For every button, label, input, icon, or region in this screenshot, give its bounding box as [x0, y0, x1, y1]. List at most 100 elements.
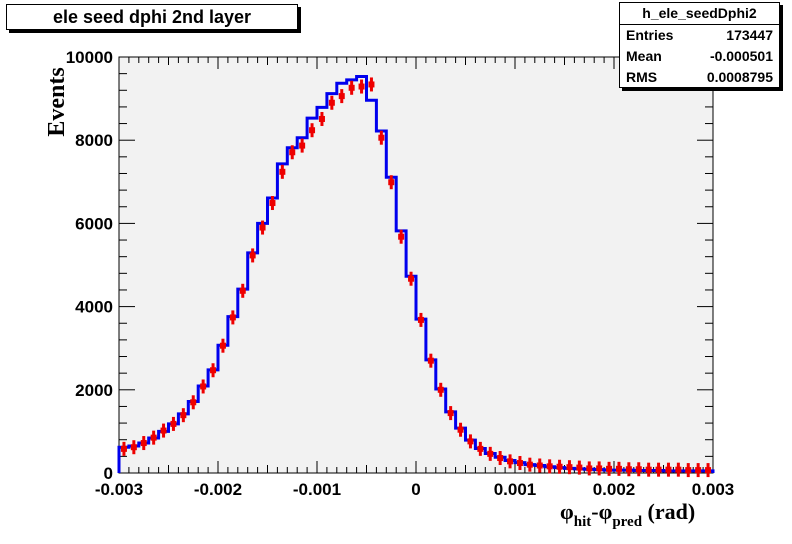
data-point — [219, 338, 226, 353]
data-point-marker — [457, 426, 464, 433]
data-point — [259, 220, 266, 235]
data-point-marker — [566, 464, 573, 471]
x-tick-label: -0.002 — [194, 480, 242, 499]
data-point-marker — [685, 467, 692, 474]
data-point — [140, 436, 147, 451]
data-point — [388, 175, 395, 190]
data-point — [289, 145, 296, 160]
data-point — [408, 271, 415, 286]
data-point-marker — [279, 168, 286, 175]
data-point-marker — [180, 412, 187, 419]
stats-rms-label: RMS — [626, 69, 658, 85]
data-point-marker — [467, 438, 474, 445]
data-point — [299, 138, 306, 153]
data-point-marker — [150, 434, 157, 441]
data-point — [655, 462, 662, 477]
data-point-marker — [130, 444, 137, 451]
data-point-marker — [249, 252, 256, 259]
y-tick-label: 10000 — [66, 48, 113, 67]
data-point — [358, 79, 365, 94]
histogram-step-line — [117, 75, 715, 473]
data-point-marker — [487, 450, 494, 457]
data-point-marker — [190, 399, 197, 406]
data-point-marker — [239, 287, 246, 294]
data-point-marker — [615, 465, 622, 472]
data-point — [705, 463, 712, 478]
stats-entries-value: 173447 — [726, 27, 773, 43]
data-point — [685, 463, 692, 478]
data-point — [695, 463, 702, 478]
data-point — [249, 248, 256, 263]
x-axis-label: φhit-φpred (rad) — [560, 499, 695, 530]
stats-mean-row: Mean -0.000501 — [620, 46, 779, 67]
data-point — [160, 423, 167, 438]
x-tick-label: -0.001 — [293, 480, 341, 499]
data-point — [378, 130, 385, 145]
x-label-unit: (rad) — [642, 499, 695, 524]
data-point-marker — [328, 99, 335, 106]
data-point-marker — [665, 466, 672, 473]
data-point — [328, 95, 335, 110]
stats-rms-value: 0.0008795 — [706, 69, 773, 85]
data-point — [625, 462, 632, 477]
data-point — [309, 123, 316, 138]
data-point-marker — [695, 467, 702, 474]
y-tick-label: 8000 — [75, 131, 113, 150]
data-point — [170, 416, 177, 431]
data-point — [150, 430, 157, 445]
data-point — [229, 310, 236, 325]
data-point — [427, 353, 434, 368]
data-point-marker — [586, 465, 593, 472]
data-point-marker — [318, 115, 325, 122]
y-tick-label: 0 — [104, 464, 113, 483]
y-axis-label: Events — [44, 67, 70, 136]
data-point-marker — [200, 383, 207, 390]
data-point-marker — [398, 233, 405, 240]
data-point — [615, 461, 622, 476]
data-point-marker — [497, 455, 504, 462]
data-point — [467, 434, 474, 449]
data-point-marker — [635, 466, 642, 473]
data-point-marker — [140, 440, 147, 447]
data-point — [180, 408, 187, 423]
data-point — [210, 363, 217, 378]
data-point-marker — [507, 458, 514, 465]
data-point-marker — [417, 316, 424, 323]
x-label-sub-hit: hit — [574, 514, 592, 530]
stats-mean-value: -0.000501 — [709, 48, 773, 64]
data-point — [566, 460, 573, 475]
data-point-marker — [645, 466, 652, 473]
y-tick-label: 4000 — [75, 298, 113, 317]
data-point — [447, 406, 454, 421]
stats-box: h_ele_seedDphi2 Entries 173447 Mean -0.0… — [619, 2, 780, 88]
data-point-marker — [368, 81, 375, 88]
x-tick-label: 0.002 — [593, 480, 636, 499]
data-point-marker — [447, 410, 454, 417]
stats-rms-row: RMS 0.0008795 — [620, 67, 779, 88]
data-point — [437, 382, 444, 397]
data-point-marker — [625, 466, 632, 473]
stats-entries-label: Entries — [626, 27, 674, 43]
data-point-marker — [526, 461, 533, 468]
data-point-marker — [309, 127, 316, 134]
data-point-marker — [229, 314, 236, 321]
data-point-marker — [289, 149, 296, 156]
data-point-marker — [378, 134, 385, 141]
series-layer — [117, 75, 715, 478]
data-point-marker — [408, 275, 415, 282]
data-point — [120, 441, 127, 456]
data-point — [526, 457, 533, 472]
data-point-marker — [596, 465, 603, 472]
stats-entries-row: Entries 173447 — [620, 25, 779, 46]
plot-frame — [118, 56, 714, 474]
data-point-marker — [210, 367, 217, 374]
data-point-marker — [576, 464, 583, 471]
data-point — [398, 229, 405, 244]
x-tick-label: 0 — [411, 480, 420, 499]
data-point — [516, 456, 523, 471]
data-point — [477, 441, 484, 456]
data-point — [606, 461, 613, 476]
data-point-marker — [160, 427, 167, 434]
data-point — [536, 458, 543, 473]
